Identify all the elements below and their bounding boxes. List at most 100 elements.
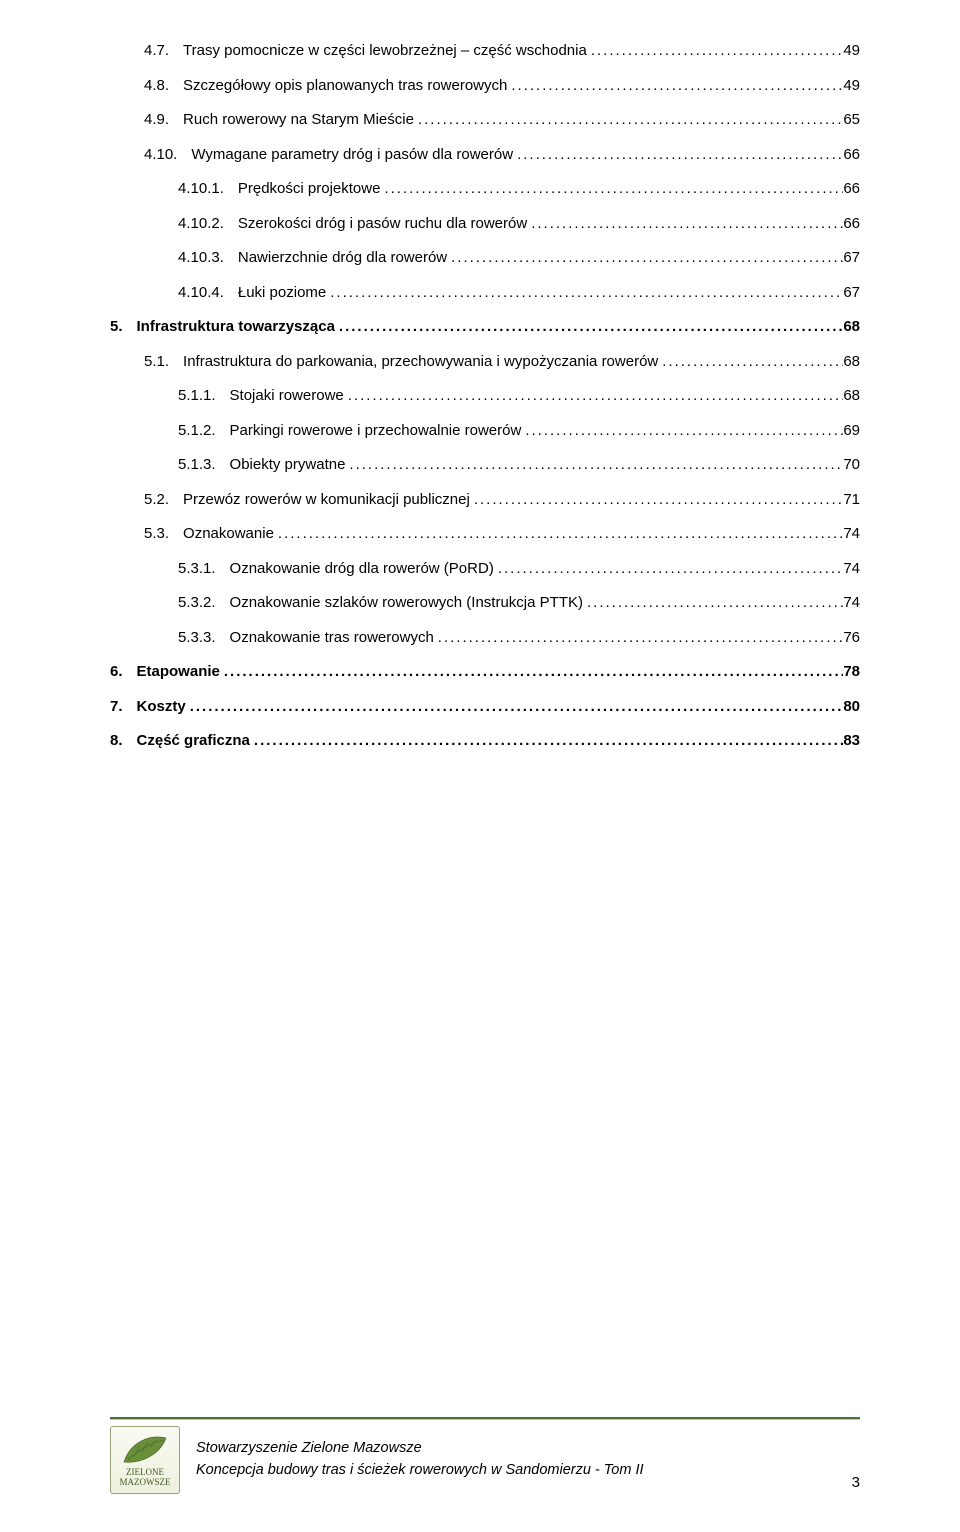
- toc-page: 83: [843, 730, 860, 753]
- toc-page: 69: [843, 420, 860, 443]
- toc-entry: 4.10.4.Łuki poziome 67: [178, 282, 860, 305]
- toc-title: Przewóz rowerów w komunikacji publicznej: [183, 489, 470, 512]
- toc-entry: 8.Część graficzna83: [110, 730, 860, 753]
- toc-title: Parkingi rowerowe i przechowalnie roweró…: [230, 420, 522, 443]
- toc-page: 74: [843, 558, 860, 581]
- page-footer: ZIELONE MAZOWSZE Stowarzyszenie Zielone …: [0, 1417, 960, 1494]
- toc-title: Stojaki rowerowe: [230, 385, 344, 408]
- toc-title: Oznakowanie tras rowerowych: [230, 627, 434, 650]
- toc-entry: 7.Koszty 80: [110, 696, 860, 719]
- toc-leader-dots: [326, 282, 843, 305]
- toc-title: Trasy pomocnicze w części lewobrzeżnej –…: [183, 40, 587, 63]
- toc-number: 5.3.2.: [178, 592, 230, 615]
- logo-badge: ZIELONE MAZOWSZE: [110, 1426, 180, 1494]
- toc-entry: 5.3.2.Oznakowanie szlaków rowerowych (In…: [178, 592, 860, 615]
- toc-number: 7.: [110, 696, 137, 719]
- toc-page: 74: [843, 523, 860, 546]
- toc-entry: 5.3.1.Oznakowanie dróg dla rowerów (PoRD…: [178, 558, 860, 581]
- toc-number: 5.1.1.: [178, 385, 230, 408]
- toc-number: 4.10.3.: [178, 247, 238, 270]
- toc-page: 65: [843, 109, 860, 132]
- toc-number: 4.8.: [144, 75, 183, 98]
- toc-title: Szerokości dróg i pasów ruchu dla roweró…: [238, 213, 527, 236]
- toc-page: 49: [843, 40, 860, 63]
- toc-title: Oznakowanie: [183, 523, 274, 546]
- toc-leader-dots: [380, 178, 843, 201]
- toc-page: 68: [843, 385, 860, 408]
- toc-leader-dots: [494, 558, 844, 581]
- toc-leader-dots: [587, 40, 844, 63]
- toc-leader-dots: [220, 661, 843, 684]
- toc-title: Szczegółowy opis planowanych tras rowero…: [183, 75, 507, 98]
- toc-number: 6.: [110, 661, 137, 684]
- toc-leader-dots: [513, 144, 843, 167]
- toc-leader-dots: [507, 75, 843, 98]
- toc-number: 5.2.: [144, 489, 183, 512]
- toc-page: 66: [843, 178, 860, 201]
- toc-leader-dots: [583, 592, 843, 615]
- toc-title: Ruch rowerowy na Starym Mieście: [183, 109, 414, 132]
- toc-title: Koszty: [137, 696, 186, 719]
- toc-entry: 6.Etapowanie 78: [110, 661, 860, 684]
- toc-title: Etapowanie: [137, 661, 220, 684]
- toc-title: Infrastruktura towarzysząca: [137, 316, 335, 339]
- leaf-icon: [120, 1432, 170, 1466]
- toc-title: Wymagane parametry dróg i pasów dla rowe…: [191, 144, 513, 167]
- toc-number: 4.9.: [144, 109, 183, 132]
- toc-leader-dots: [414, 109, 843, 132]
- toc-page: 74: [843, 592, 860, 615]
- toc-entry: 5.1.1.Stojaki rowerowe 68: [178, 385, 860, 408]
- logo-line2: MAZOWSZE: [120, 1477, 171, 1487]
- toc-number: 5.3.1.: [178, 558, 230, 581]
- toc-page: 49: [843, 75, 860, 98]
- toc-leader-dots: [447, 247, 843, 270]
- toc-leader-dots: [527, 213, 843, 236]
- toc-number: 5.1.2.: [178, 420, 230, 443]
- toc-entry: 4.10.1.Prędkości projektowe66: [178, 178, 860, 201]
- toc-entry: 4.8.Szczegółowy opis planowanych tras ro…: [144, 75, 860, 98]
- page-number: 3: [842, 1474, 860, 1494]
- toc-number: 5.: [110, 316, 137, 339]
- toc-page: 67: [843, 282, 860, 305]
- toc-entry: 5.3.3.Oznakowanie tras rowerowych 76: [178, 627, 860, 650]
- toc-page: 76: [843, 627, 860, 650]
- toc-entry: 4.10.3.Nawierzchnie dróg dla rowerów67: [178, 247, 860, 270]
- footer-rule: [110, 1417, 860, 1420]
- toc-title: Nawierzchnie dróg dla rowerów: [238, 247, 447, 270]
- footer-text-block: Stowarzyszenie Zielone Mazowsze Koncepcj…: [196, 1438, 842, 1482]
- toc-title: Obiekty prywatne: [230, 454, 346, 477]
- toc-number: 5.1.3.: [178, 454, 230, 477]
- toc-title: Oznakowanie szlaków rowerowych (Instrukc…: [230, 592, 583, 615]
- toc-container: 4.7.Trasy pomocnicze w części lewobrzeżn…: [0, 0, 960, 753]
- toc-entry: 4.10.Wymagane parametry dróg i pasów dla…: [144, 144, 860, 167]
- toc-leader-dots: [470, 489, 844, 512]
- footer-org: Stowarzyszenie Zielone Mazowsze: [196, 1438, 842, 1460]
- toc-entry: 4.9.Ruch rowerowy na Starym Mieście 65: [144, 109, 860, 132]
- toc-page: 68: [843, 316, 860, 339]
- toc-page: 66: [843, 144, 860, 167]
- toc-title: Prędkości projektowe: [238, 178, 381, 201]
- toc-title: Część graficzna: [137, 730, 250, 753]
- toc-number: 4.7.: [144, 40, 183, 63]
- logo-line1: ZIELONE: [126, 1467, 164, 1477]
- toc-number: 5.1.: [144, 351, 183, 374]
- footer-row: ZIELONE MAZOWSZE Stowarzyszenie Zielone …: [110, 1426, 860, 1494]
- toc-number: 5.3.3.: [178, 627, 230, 650]
- toc-leader-dots: [345, 454, 843, 477]
- toc-leader-dots: [335, 316, 843, 339]
- toc-page: 66: [843, 213, 860, 236]
- toc-number: 4.10.2.: [178, 213, 238, 236]
- toc-number: 4.10.4.: [178, 282, 238, 305]
- toc-title: Oznakowanie dróg dla rowerów (PoRD): [230, 558, 494, 581]
- toc-title: Łuki poziome: [238, 282, 326, 305]
- toc-leader-dots: [344, 385, 844, 408]
- toc-title: Infrastruktura do parkowania, przechowyw…: [183, 351, 658, 374]
- toc-page: 80: [843, 696, 860, 719]
- toc-leader-dots: [274, 523, 843, 546]
- toc-entry: 4.7.Trasy pomocnicze w części lewobrzeżn…: [144, 40, 860, 63]
- toc-entry: 5.2.Przewóz rowerów w komunikacji public…: [144, 489, 860, 512]
- toc-leader-dots: [250, 730, 843, 753]
- toc-page: 78: [843, 661, 860, 684]
- toc-leader-dots: [434, 627, 844, 650]
- toc-page: 71: [843, 489, 860, 512]
